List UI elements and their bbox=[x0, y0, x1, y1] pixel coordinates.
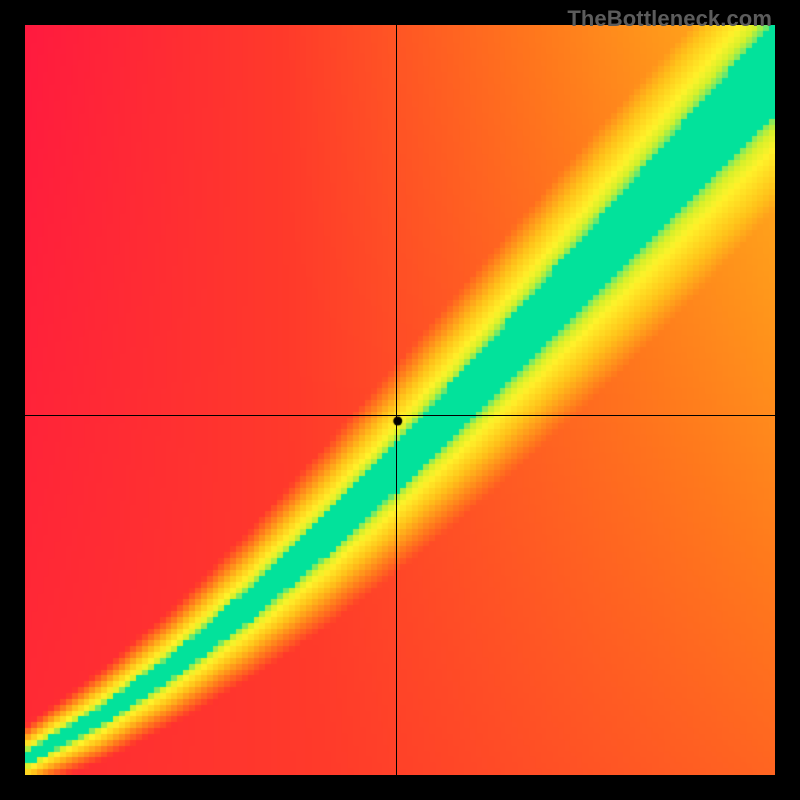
watermark-label: TheBottleneck.com bbox=[567, 6, 772, 32]
crosshair-horizontal bbox=[25, 415, 775, 416]
heatmap-canvas bbox=[25, 25, 775, 775]
crosshair-vertical bbox=[396, 25, 397, 775]
